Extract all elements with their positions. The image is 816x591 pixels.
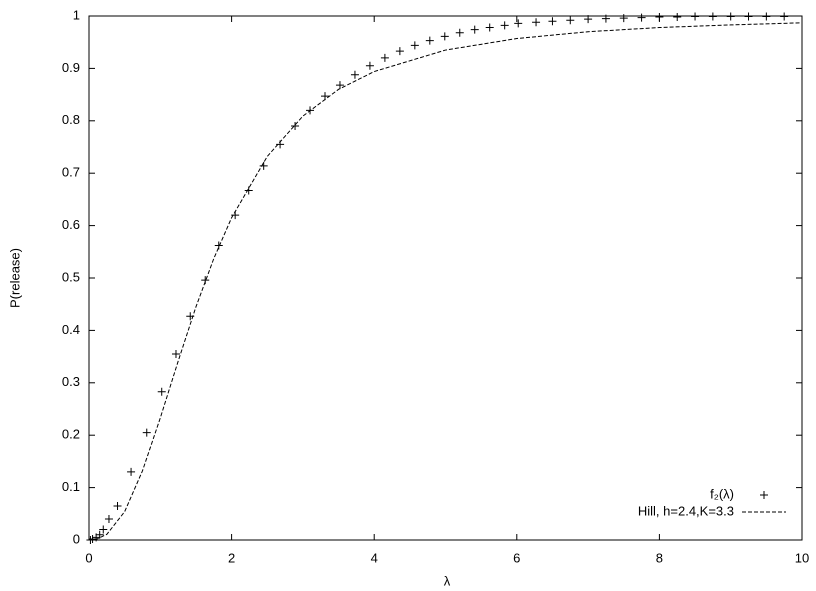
point xyxy=(762,12,771,21)
line xyxy=(88,22,803,541)
point xyxy=(425,36,434,45)
point xyxy=(104,515,113,524)
legend-marker xyxy=(760,491,768,499)
point xyxy=(673,13,682,22)
point xyxy=(350,70,359,79)
legend-label: f₂(λ) xyxy=(710,486,734,501)
point xyxy=(99,525,108,534)
point xyxy=(291,122,300,131)
point xyxy=(259,161,268,170)
point xyxy=(395,47,404,56)
point xyxy=(157,387,166,396)
point xyxy=(566,16,575,25)
point xyxy=(619,14,628,23)
point xyxy=(601,14,610,23)
y-axis-label: P(release) xyxy=(7,248,22,308)
y-tick-label: 0.8 xyxy=(62,112,80,127)
y-tick-label: 0 xyxy=(73,531,80,546)
x-tick-label: 6 xyxy=(513,550,520,565)
point xyxy=(455,28,464,37)
point xyxy=(780,12,789,21)
y-tick-label: 0.1 xyxy=(62,479,80,494)
point xyxy=(470,25,479,34)
point xyxy=(584,15,593,24)
x-tick-label: 8 xyxy=(656,550,663,565)
point xyxy=(691,12,700,21)
x-tick-label: 2 xyxy=(228,550,235,565)
x-axis-label: λ xyxy=(444,573,451,588)
point xyxy=(637,13,646,22)
point xyxy=(744,12,753,21)
y-tick-label: 0.5 xyxy=(62,269,80,284)
point xyxy=(365,61,374,70)
y-tick-label: 0.6 xyxy=(62,217,80,232)
point xyxy=(485,23,494,32)
x-tick-label: 0 xyxy=(85,550,92,565)
point xyxy=(244,186,253,195)
point xyxy=(95,530,104,539)
point xyxy=(708,12,717,21)
point xyxy=(410,41,419,50)
point xyxy=(655,13,664,22)
y-tick-label: 0.7 xyxy=(62,165,80,180)
y-tick-label: 0.2 xyxy=(62,427,80,442)
x-tick-label: 10 xyxy=(795,550,809,565)
point xyxy=(548,17,557,26)
point xyxy=(726,12,735,21)
point xyxy=(142,428,151,437)
point xyxy=(335,81,344,90)
y-tick-label: 0.4 xyxy=(62,322,80,337)
point xyxy=(380,53,389,62)
point xyxy=(321,92,330,101)
point xyxy=(171,349,180,358)
point xyxy=(532,18,541,27)
plot-frame xyxy=(88,15,803,541)
point xyxy=(113,501,122,510)
y-tick-label: 0.9 xyxy=(62,60,80,75)
y-tick-label: 1 xyxy=(73,7,80,22)
point xyxy=(127,467,136,476)
point xyxy=(440,32,449,41)
point xyxy=(500,21,509,30)
x-tick-label: 4 xyxy=(371,550,378,565)
point xyxy=(514,19,523,28)
y-tick-label: 0.3 xyxy=(62,374,80,389)
legend-label: Hill, h=2.4,K=3.3 xyxy=(638,503,734,518)
